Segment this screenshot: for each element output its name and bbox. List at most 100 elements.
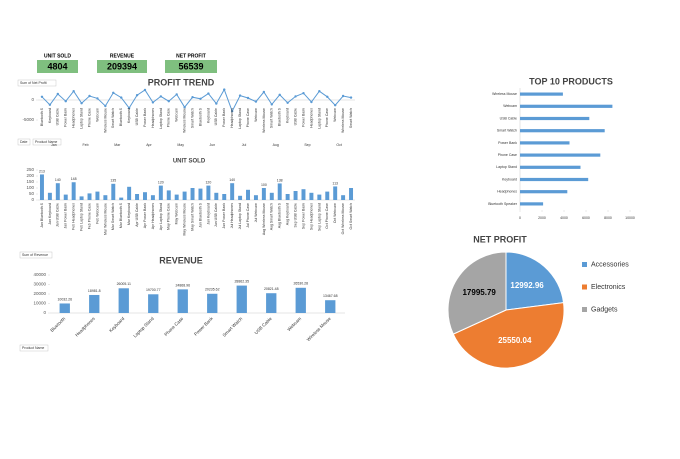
kpi-label: UNIT SOLD bbox=[44, 53, 71, 59]
point bbox=[151, 101, 155, 104]
bar bbox=[293, 191, 298, 200]
bar bbox=[79, 196, 84, 200]
x-tick-label: Smart Watch bbox=[111, 108, 115, 128]
bar bbox=[309, 192, 314, 200]
point bbox=[191, 96, 194, 99]
point bbox=[167, 100, 170, 103]
group-label: Jul bbox=[242, 143, 247, 147]
x-tick-label: Smart Watch bbox=[270, 108, 274, 128]
point bbox=[64, 100, 67, 103]
data-label: 120 bbox=[205, 181, 211, 185]
point bbox=[104, 104, 107, 108]
bar bbox=[520, 202, 544, 206]
point bbox=[135, 94, 139, 97]
group-label: Jan bbox=[51, 143, 57, 147]
chart-title: REVENUE bbox=[159, 255, 203, 265]
x-tick-label: Phone Case bbox=[246, 108, 250, 127]
bar bbox=[166, 190, 171, 200]
bar bbox=[236, 285, 247, 313]
data-label: 20235.62 bbox=[205, 288, 220, 292]
chart-title: TOP 10 PRODUCTS bbox=[529, 76, 613, 86]
data-label: 17995.79 bbox=[462, 288, 496, 297]
bar bbox=[253, 195, 258, 200]
x-tick-label: Wireless Mouse bbox=[262, 108, 266, 133]
bar bbox=[148, 294, 159, 313]
point bbox=[238, 94, 242, 97]
bar bbox=[246, 189, 250, 200]
x-tick-label: Keyboard bbox=[206, 108, 210, 123]
point bbox=[262, 90, 266, 94]
x-tick-label: Feb Headphones bbox=[72, 203, 76, 230]
group-label: May bbox=[177, 143, 184, 147]
x-tick-label: Webcam bbox=[95, 108, 99, 122]
x-tick-label: Headphones bbox=[230, 108, 234, 128]
point bbox=[286, 101, 289, 105]
data-label: 25550.04 bbox=[498, 336, 532, 345]
x-tick-label: Oct Phone Case bbox=[325, 203, 329, 229]
bar bbox=[87, 193, 92, 200]
x-tick-label: Power Bank bbox=[193, 315, 214, 336]
x-tick-label: Power Bank bbox=[143, 108, 147, 127]
x-tick-label: Apr Laptop Stand bbox=[159, 203, 163, 230]
x-tick-label: Aug Keyboard bbox=[286, 203, 290, 225]
bar bbox=[520, 92, 563, 96]
data-label: 20821.48 bbox=[264, 287, 279, 291]
group-label: Jun bbox=[210, 143, 216, 147]
point bbox=[40, 95, 44, 99]
bar bbox=[222, 194, 227, 200]
group-label: Sep bbox=[304, 143, 310, 147]
x-tick-label: Jul Phone Case bbox=[246, 203, 250, 228]
field-button-label: Sum of Revenue bbox=[22, 253, 48, 257]
x-tick-label: Bluetooth bbox=[49, 316, 66, 333]
bar bbox=[341, 195, 346, 200]
data-label: 28862.35 bbox=[234, 280, 249, 284]
point bbox=[120, 96, 123, 99]
y-tick-label: 0 bbox=[43, 310, 46, 315]
x-tick-label: Feb Webcam bbox=[95, 203, 99, 224]
x-tick-label: Power Bank bbox=[64, 108, 68, 127]
bar bbox=[317, 194, 322, 200]
x-tick-label: USB Cable bbox=[56, 108, 60, 125]
y-tick-label: 200 bbox=[26, 173, 34, 178]
x-tick-label: Jul Laptop Stand bbox=[238, 203, 242, 229]
kpi-box bbox=[165, 60, 217, 73]
x-tick-label: Apr Power Bank bbox=[143, 203, 147, 229]
data-label: 19700.77 bbox=[146, 288, 161, 292]
x-tick-label: Webcam bbox=[333, 108, 337, 122]
bar bbox=[103, 195, 108, 200]
bar bbox=[230, 183, 235, 200]
bar bbox=[301, 189, 306, 200]
line bbox=[41, 88, 352, 113]
x-tick-label: Sep Power Bank bbox=[301, 203, 305, 229]
bar bbox=[55, 183, 60, 200]
x-tick-label: Jun USB Cable bbox=[214, 203, 218, 227]
bar bbox=[266, 293, 277, 313]
x-tick-label: Headphones bbox=[309, 108, 313, 128]
data-label: 140 bbox=[229, 178, 235, 182]
x-tick-label: Mar Smart Watch bbox=[111, 203, 115, 230]
x-tick-label: Smart Watch bbox=[221, 316, 243, 338]
point bbox=[326, 95, 329, 99]
point bbox=[72, 90, 75, 93]
point bbox=[159, 95, 163, 98]
x-tick-label: Laptop Stand bbox=[80, 108, 84, 129]
data-label: 138 bbox=[277, 178, 283, 182]
pie-slice bbox=[505, 251, 565, 311]
x-tick-label: Keyboard bbox=[108, 316, 126, 334]
x-tick-label: Apr Headphones bbox=[151, 203, 155, 230]
x-tick-label: Jan USB Cable bbox=[56, 203, 60, 227]
x-tick-label: Phone Case bbox=[325, 108, 329, 127]
kpi-label: NET PROFIT bbox=[176, 53, 206, 59]
x-tick-label: 2000 bbox=[538, 216, 546, 220]
x-tick-label: 8000 bbox=[604, 216, 612, 220]
point bbox=[96, 97, 99, 100]
point bbox=[112, 91, 115, 95]
x-tick-label: Headphones bbox=[72, 108, 76, 128]
y-tick-label: USB Cable bbox=[500, 116, 517, 120]
x-tick-label: Laptop Stand bbox=[317, 108, 321, 129]
point bbox=[302, 92, 305, 95]
x-tick-label: Webcam bbox=[286, 316, 302, 332]
pie-slice bbox=[447, 251, 507, 335]
x-tick-label: 6000 bbox=[582, 216, 590, 220]
x-tick-label: Mar Keyboard bbox=[127, 203, 131, 225]
